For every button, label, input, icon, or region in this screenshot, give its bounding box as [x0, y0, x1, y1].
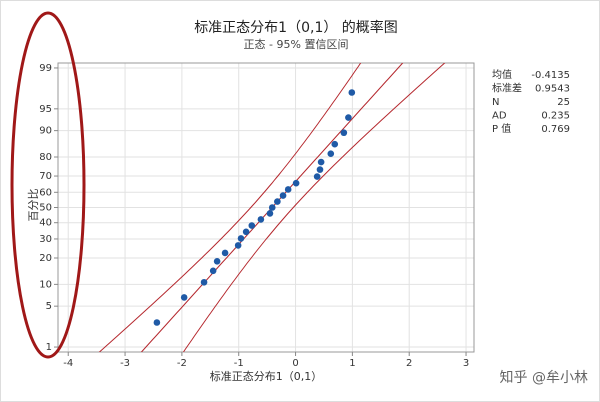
chart-title: 标准正态分布1（0,1） 的概率图 — [194, 19, 398, 36]
chart-subtitle: 正态 - 95% 置信区间 — [244, 38, 349, 51]
y-axis-label: 百分比 — [27, 189, 40, 222]
data-point — [242, 228, 250, 236]
data-point — [153, 319, 161, 326]
confidence-band — [98, 63, 362, 352]
y-tick-label: 10 — [39, 279, 52, 290]
stat-label: 标准差 — [492, 82, 522, 95]
grid — [58, 63, 474, 352]
data-point — [221, 249, 229, 257]
y-tick-label: 1 — [46, 342, 52, 353]
points — [153, 89, 356, 326]
y-tick-label: 50 — [39, 203, 52, 214]
data-point — [331, 140, 339, 148]
y-tick-label: 60 — [39, 187, 52, 198]
data-point — [209, 267, 217, 275]
data-point — [180, 294, 188, 301]
watermark: 知乎 @牟小林 — [500, 369, 588, 386]
stat-value: 0.235 — [541, 111, 570, 122]
stat-value: 0.9543 — [535, 84, 570, 95]
data-point — [313, 173, 321, 180]
data-point — [237, 235, 245, 242]
data-point — [257, 216, 265, 223]
data-point — [348, 89, 356, 96]
data-point — [340, 129, 348, 137]
x-axis-label: 标准正态分布1（0,1） — [210, 369, 323, 383]
data-point — [248, 222, 256, 229]
stat-label: P 值 — [492, 122, 511, 135]
data-point — [284, 186, 292, 193]
y-tick-label: 90 — [39, 126, 52, 137]
y-tick-label: 99 — [39, 63, 52, 74]
data-point — [274, 198, 281, 205]
stat-value: -0.4135 — [531, 70, 570, 81]
data-point — [268, 204, 276, 211]
x-tick-label: 0 — [292, 358, 298, 369]
x-tick-label: 3 — [463, 358, 469, 369]
x-tick-label: 1 — [349, 358, 355, 369]
data-point — [266, 210, 274, 217]
stat-label: AD — [492, 111, 507, 122]
y-tick-label: 40 — [39, 218, 52, 229]
x-tick-label: -1 — [234, 358, 244, 369]
y-tick-label: 95 — [39, 104, 52, 115]
data-point — [292, 179, 300, 187]
stat-label: N — [492, 97, 499, 108]
stat-value: 25 — [557, 97, 570, 108]
y-tick-label: 20 — [39, 253, 52, 264]
data-point — [234, 242, 242, 249]
stat-value: 0.769 — [541, 124, 570, 135]
y-tick-label: 5 — [46, 301, 52, 312]
x-tick-label: -3 — [120, 358, 130, 369]
data-point — [279, 192, 287, 199]
data-point — [316, 166, 324, 173]
data-point — [317, 158, 325, 166]
y-tick-label: 30 — [39, 234, 52, 245]
y-tick-label: 70 — [39, 171, 52, 182]
stat-label: 均值 — [492, 68, 512, 81]
confidence-band — [182, 63, 446, 352]
data-point — [213, 257, 221, 265]
x-tick-label: -4 — [63, 358, 73, 369]
highlight-ellipse — [10, 11, 86, 359]
y-tick-label: 80 — [39, 152, 52, 163]
x-tick-label: 2 — [406, 358, 412, 369]
data-point — [345, 114, 352, 121]
data-point — [200, 278, 208, 286]
data-point — [327, 150, 335, 158]
x-tick-label: -2 — [177, 358, 187, 369]
